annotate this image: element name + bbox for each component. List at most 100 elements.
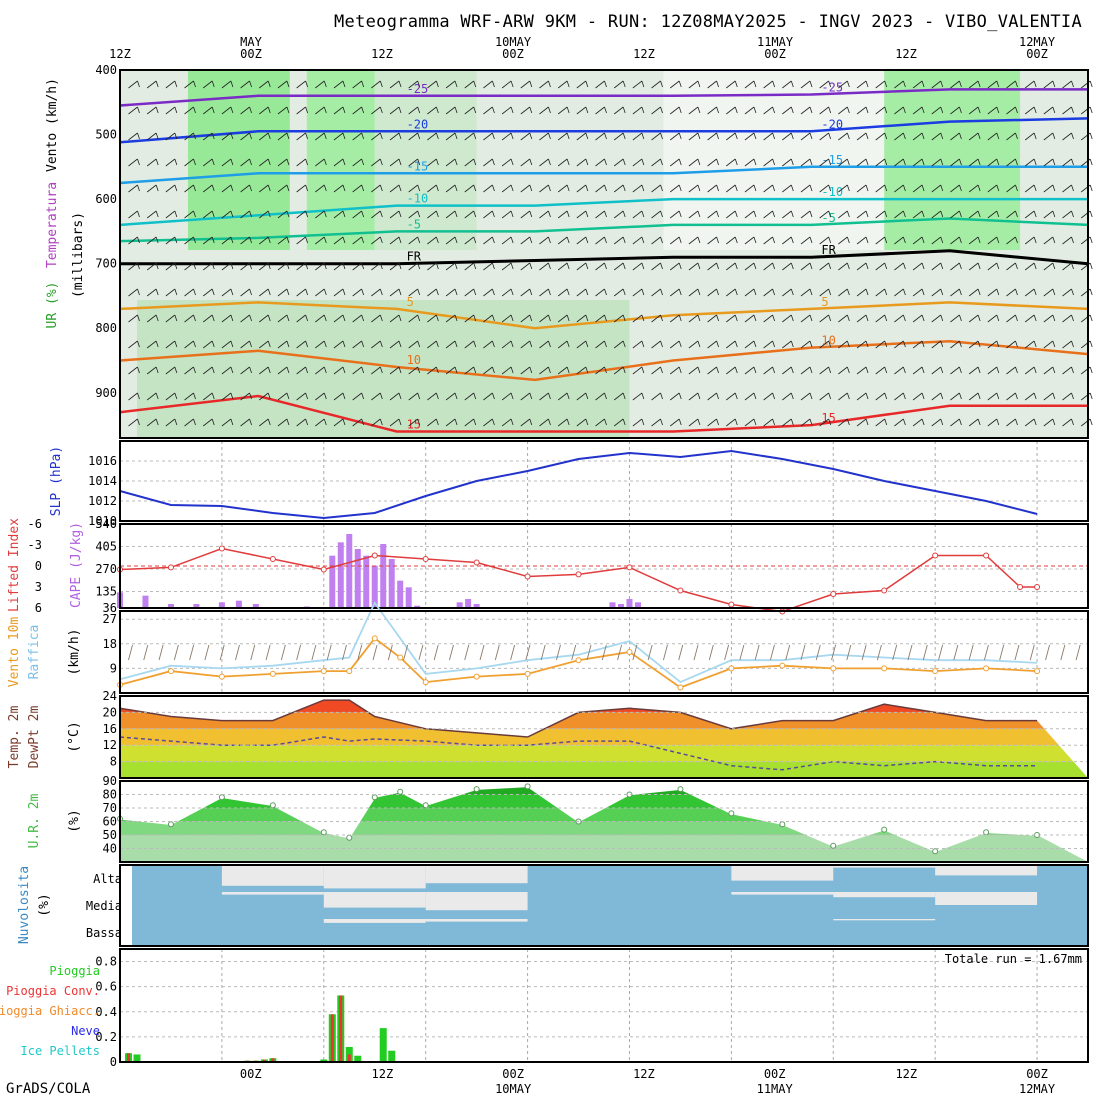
wind-barb (371, 210, 381, 219)
wind-barb (267, 340, 271, 348)
wind-barb (259, 288, 269, 297)
wind-barb (903, 340, 906, 348)
wind-barb (202, 132, 213, 141)
wind-barb (800, 288, 811, 297)
wind-barb (1052, 262, 1056, 270)
wind-barb (772, 210, 776, 218)
wind-barb (632, 288, 643, 297)
wind-barb (529, 418, 533, 426)
wind-barb (697, 392, 701, 400)
wind-barb (230, 392, 234, 400)
rh-point (524, 783, 531, 790)
slp-line (119, 449, 1038, 520)
wind-barb (688, 158, 699, 167)
wind-barb (688, 236, 699, 245)
wind-barb (371, 314, 381, 323)
wind-barb (931, 236, 942, 245)
wind-barb (865, 236, 869, 244)
wind-barb (259, 236, 269, 245)
wind-barb (211, 366, 215, 374)
slp-y-tick-label: 1012 (88, 494, 117, 508)
wind-barb (333, 392, 344, 401)
isotherm-5 (119, 301, 1089, 330)
wind-barb (1089, 288, 1093, 296)
wind-barb (193, 340, 196, 348)
isotherm--10 (119, 197, 1088, 227)
wind-barb (473, 340, 477, 348)
wind-barb (155, 236, 159, 244)
wind-barb (734, 210, 738, 218)
wind-barb (622, 314, 626, 322)
rain-bar (320, 1059, 328, 1062)
wind-barb (445, 210, 456, 219)
wind-barb (557, 236, 568, 245)
wind-barb (146, 236, 157, 245)
wind-barb (427, 288, 437, 297)
wind-barb (884, 262, 888, 270)
wind-barb (539, 80, 549, 89)
wind-barb (669, 288, 680, 297)
wind-barb (585, 236, 589, 244)
wind-barb (417, 132, 421, 140)
wind-barb (884, 80, 888, 88)
wind-barb (529, 236, 533, 244)
wind-barb (483, 158, 493, 167)
wind-barb (1052, 314, 1056, 322)
wind-barb (174, 80, 178, 88)
wind-barb (417, 262, 421, 270)
wind-barb (828, 236, 832, 244)
wind-barb (651, 106, 661, 115)
wind-barb (903, 158, 906, 166)
rh-y-tick-label: 90 (103, 774, 117, 788)
wind-barb (1015, 184, 1018, 192)
wind-barb (249, 392, 252, 400)
wind-barb (838, 106, 848, 115)
rh-point (677, 786, 684, 793)
wind-barb (660, 132, 663, 140)
wind-barb (1062, 392, 1072, 401)
rh-point (346, 834, 353, 841)
wind-barb (576, 418, 587, 427)
wind-barb (529, 314, 533, 322)
wind-barb (959, 392, 962, 400)
wind-barb (221, 340, 232, 349)
cape-bar (634, 602, 641, 608)
wind-barb (417, 392, 421, 400)
wind-barb (1089, 392, 1093, 400)
wind-barb (865, 158, 869, 166)
wind-arrow (479, 644, 485, 661)
wind-barb (286, 184, 290, 192)
wind-barb (716, 158, 719, 166)
wind-barb (585, 340, 589, 348)
top-hour-label: 00Z (502, 47, 524, 61)
wind-barb (809, 184, 813, 192)
wind-barb (492, 210, 495, 218)
cloud-clear-alta (935, 865, 1038, 876)
wind-barb (389, 158, 400, 167)
wind-barb (790, 288, 794, 296)
wind-barb (977, 340, 981, 348)
wind-barb (520, 184, 531, 193)
wind-barb (875, 366, 885, 375)
wind-barb (548, 106, 551, 114)
lifted-tick-label: -6 (28, 517, 42, 531)
wind-barb (501, 262, 512, 271)
wind-barb (146, 314, 157, 323)
wind-barb (1062, 184, 1072, 193)
wind-barb (211, 418, 215, 426)
wind-barb (342, 392, 346, 400)
wind-barb (707, 106, 717, 115)
wind-barb (856, 340, 867, 349)
slp-y-tick-label: 1014 (88, 474, 117, 488)
wind-barb (894, 262, 904, 271)
wind-barb (1062, 288, 1072, 297)
wind-barb (921, 262, 925, 270)
wind-barb (174, 184, 178, 192)
wind-barb (921, 106, 925, 114)
wind-barb (333, 132, 344, 141)
wind-barb (529, 340, 533, 348)
temp-label: Temp. 2m (7, 706, 22, 769)
wind-barb (1071, 210, 1074, 218)
wind-barb (464, 80, 474, 89)
cloud-row-label: Bassa (86, 926, 122, 940)
